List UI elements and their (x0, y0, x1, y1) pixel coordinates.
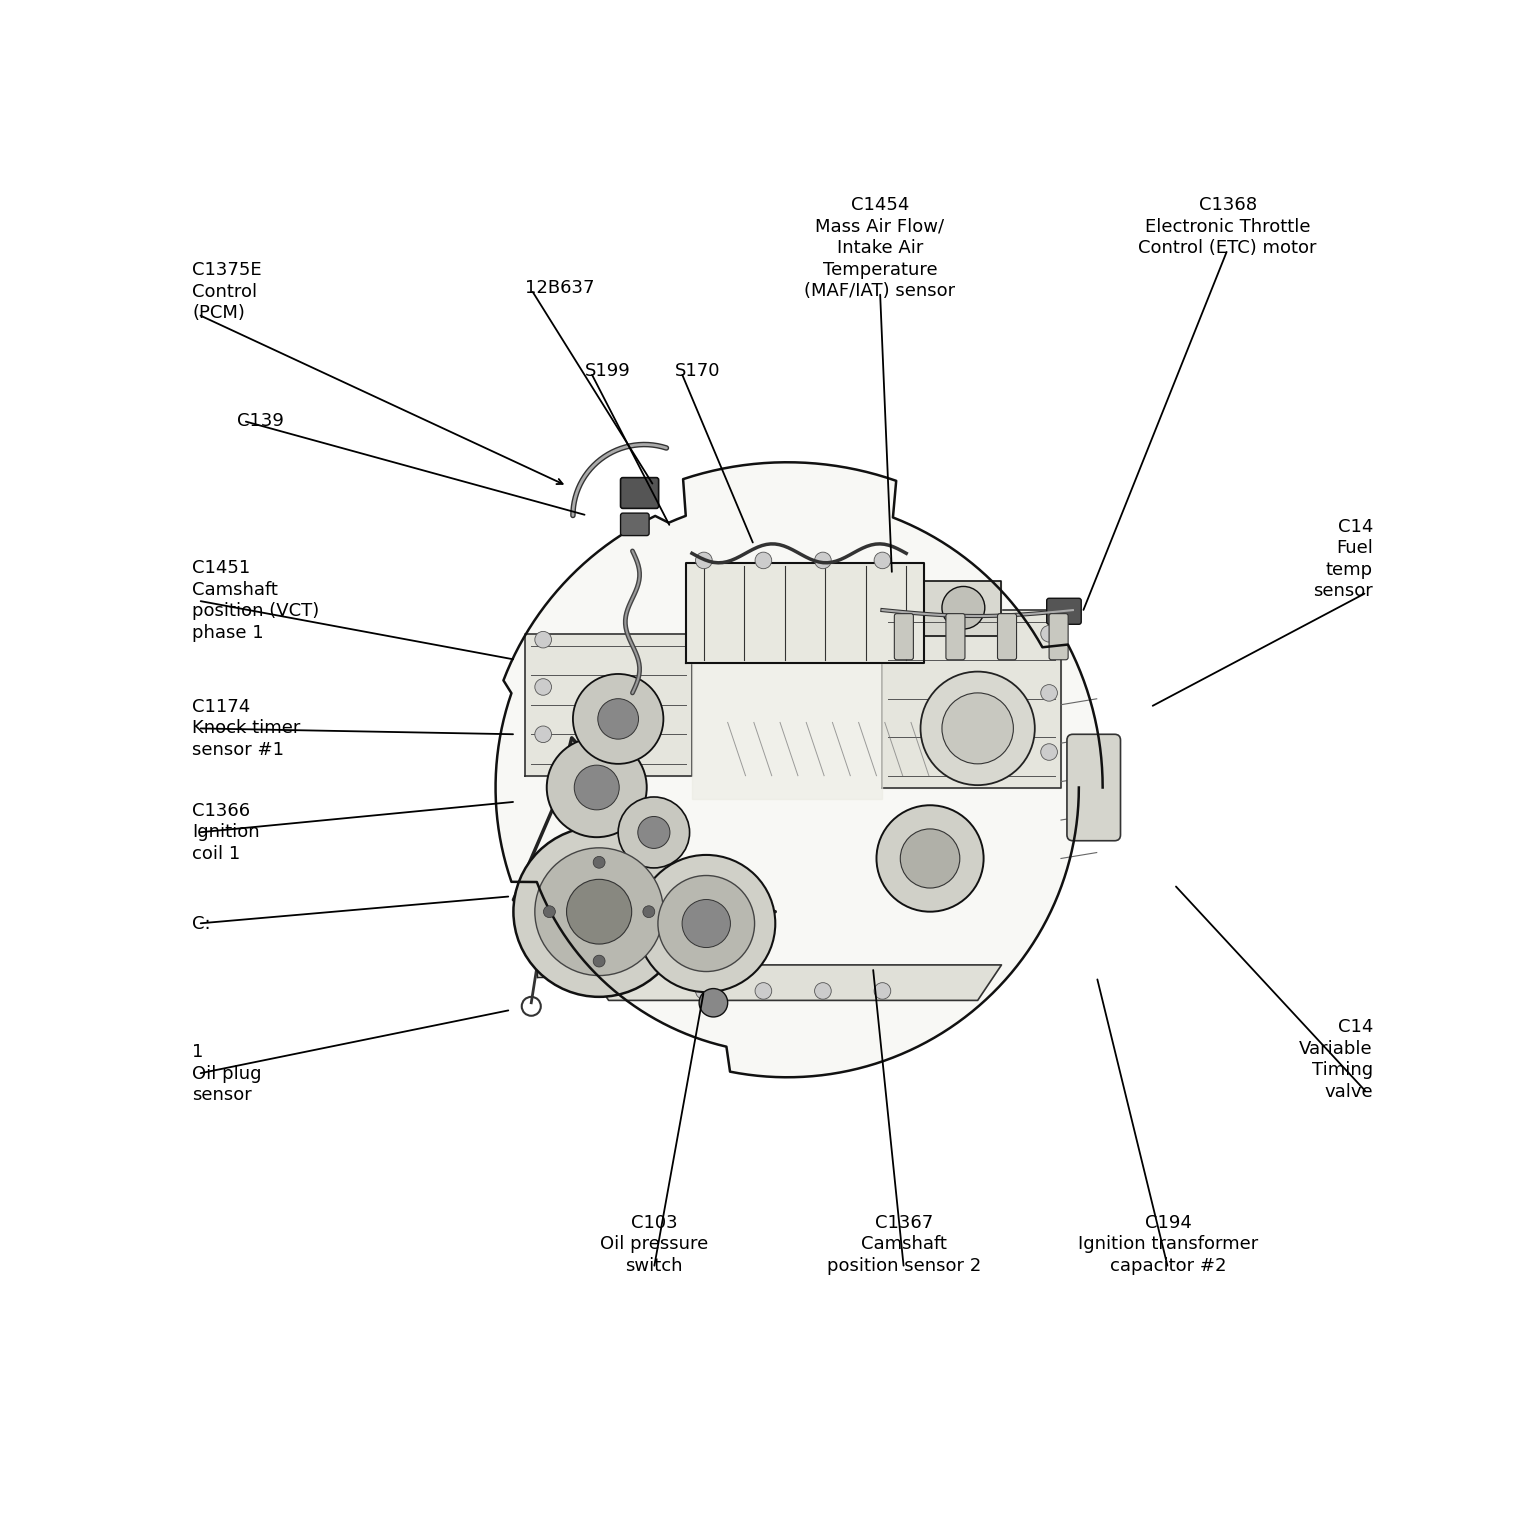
FancyBboxPatch shape (1049, 614, 1068, 660)
Circle shape (567, 879, 631, 945)
Circle shape (1041, 625, 1057, 642)
Circle shape (814, 551, 831, 568)
Text: 12B637: 12B637 (525, 280, 594, 296)
Circle shape (593, 857, 605, 868)
Text: C14
Fuel
temp
sensor: C14 Fuel temp sensor (1313, 518, 1373, 601)
Circle shape (593, 955, 605, 968)
Circle shape (644, 906, 654, 917)
Circle shape (1041, 685, 1057, 700)
Polygon shape (585, 965, 1001, 1000)
Text: 1
Oil plug
sensor: 1 Oil plug sensor (192, 1043, 261, 1104)
Polygon shape (925, 581, 1001, 636)
Text: C1451
Camshaft
position (VCT)
phase 1: C1451 Camshaft position (VCT) phase 1 (192, 559, 319, 642)
Circle shape (1041, 743, 1057, 760)
Polygon shape (538, 906, 621, 977)
Text: C:: C: (192, 914, 210, 932)
Text: C103
Oil pressure
switch: C103 Oil pressure switch (599, 1213, 708, 1275)
Circle shape (574, 765, 619, 809)
Circle shape (942, 693, 1014, 763)
Circle shape (942, 587, 985, 630)
Polygon shape (525, 634, 691, 776)
FancyBboxPatch shape (894, 614, 914, 660)
Text: C194
Ignition transformer
capacitor #2: C194 Ignition transformer capacitor #2 (1078, 1213, 1258, 1275)
Text: C1368
Electronic Throttle
Control (ETC) motor: C1368 Electronic Throttle Control (ETC) … (1138, 197, 1316, 257)
Circle shape (544, 906, 556, 917)
Text: S170: S170 (676, 362, 720, 379)
FancyBboxPatch shape (946, 614, 965, 660)
Circle shape (617, 797, 690, 868)
Text: C139: C139 (237, 412, 284, 430)
Circle shape (699, 989, 728, 1017)
Text: C1366
Ignition
coil 1: C1366 Ignition coil 1 (192, 802, 260, 863)
Circle shape (535, 679, 551, 696)
Text: C14
Variable
Timing
valve: C14 Variable Timing valve (1299, 1018, 1373, 1101)
Text: C1454
Mass Air Flow/
Intake Air
Temperature
(MAF/IAT) sensor: C1454 Mass Air Flow/ Intake Air Temperat… (805, 197, 955, 300)
Circle shape (696, 551, 713, 568)
Circle shape (874, 551, 891, 568)
Text: S199: S199 (585, 362, 631, 379)
FancyBboxPatch shape (621, 513, 650, 536)
Circle shape (756, 551, 771, 568)
Circle shape (513, 826, 685, 997)
Circle shape (598, 699, 639, 739)
Circle shape (756, 983, 771, 1000)
Circle shape (814, 983, 831, 1000)
Text: C1375E
Control
(PCM): C1375E Control (PCM) (192, 261, 261, 323)
Text: C1367
Camshaft
position sensor 2: C1367 Camshaft position sensor 2 (826, 1213, 982, 1275)
Text: C1174
Knock timer
sensor #1: C1174 Knock timer sensor #1 (192, 697, 301, 759)
Circle shape (573, 674, 664, 763)
Circle shape (535, 848, 664, 975)
Polygon shape (691, 657, 882, 799)
FancyBboxPatch shape (997, 614, 1017, 660)
Circle shape (657, 876, 754, 972)
Circle shape (696, 983, 713, 1000)
Circle shape (900, 829, 960, 888)
Polygon shape (496, 462, 1103, 1077)
Circle shape (535, 727, 551, 742)
FancyBboxPatch shape (1068, 734, 1121, 840)
FancyBboxPatch shape (621, 478, 659, 508)
Circle shape (874, 983, 891, 1000)
Polygon shape (882, 610, 1061, 788)
Circle shape (637, 856, 776, 992)
Polygon shape (687, 562, 925, 664)
Circle shape (535, 631, 551, 648)
FancyBboxPatch shape (1046, 598, 1081, 624)
Circle shape (637, 817, 670, 848)
Circle shape (920, 671, 1035, 785)
Circle shape (547, 737, 647, 837)
Circle shape (682, 900, 731, 948)
Circle shape (877, 805, 983, 912)
